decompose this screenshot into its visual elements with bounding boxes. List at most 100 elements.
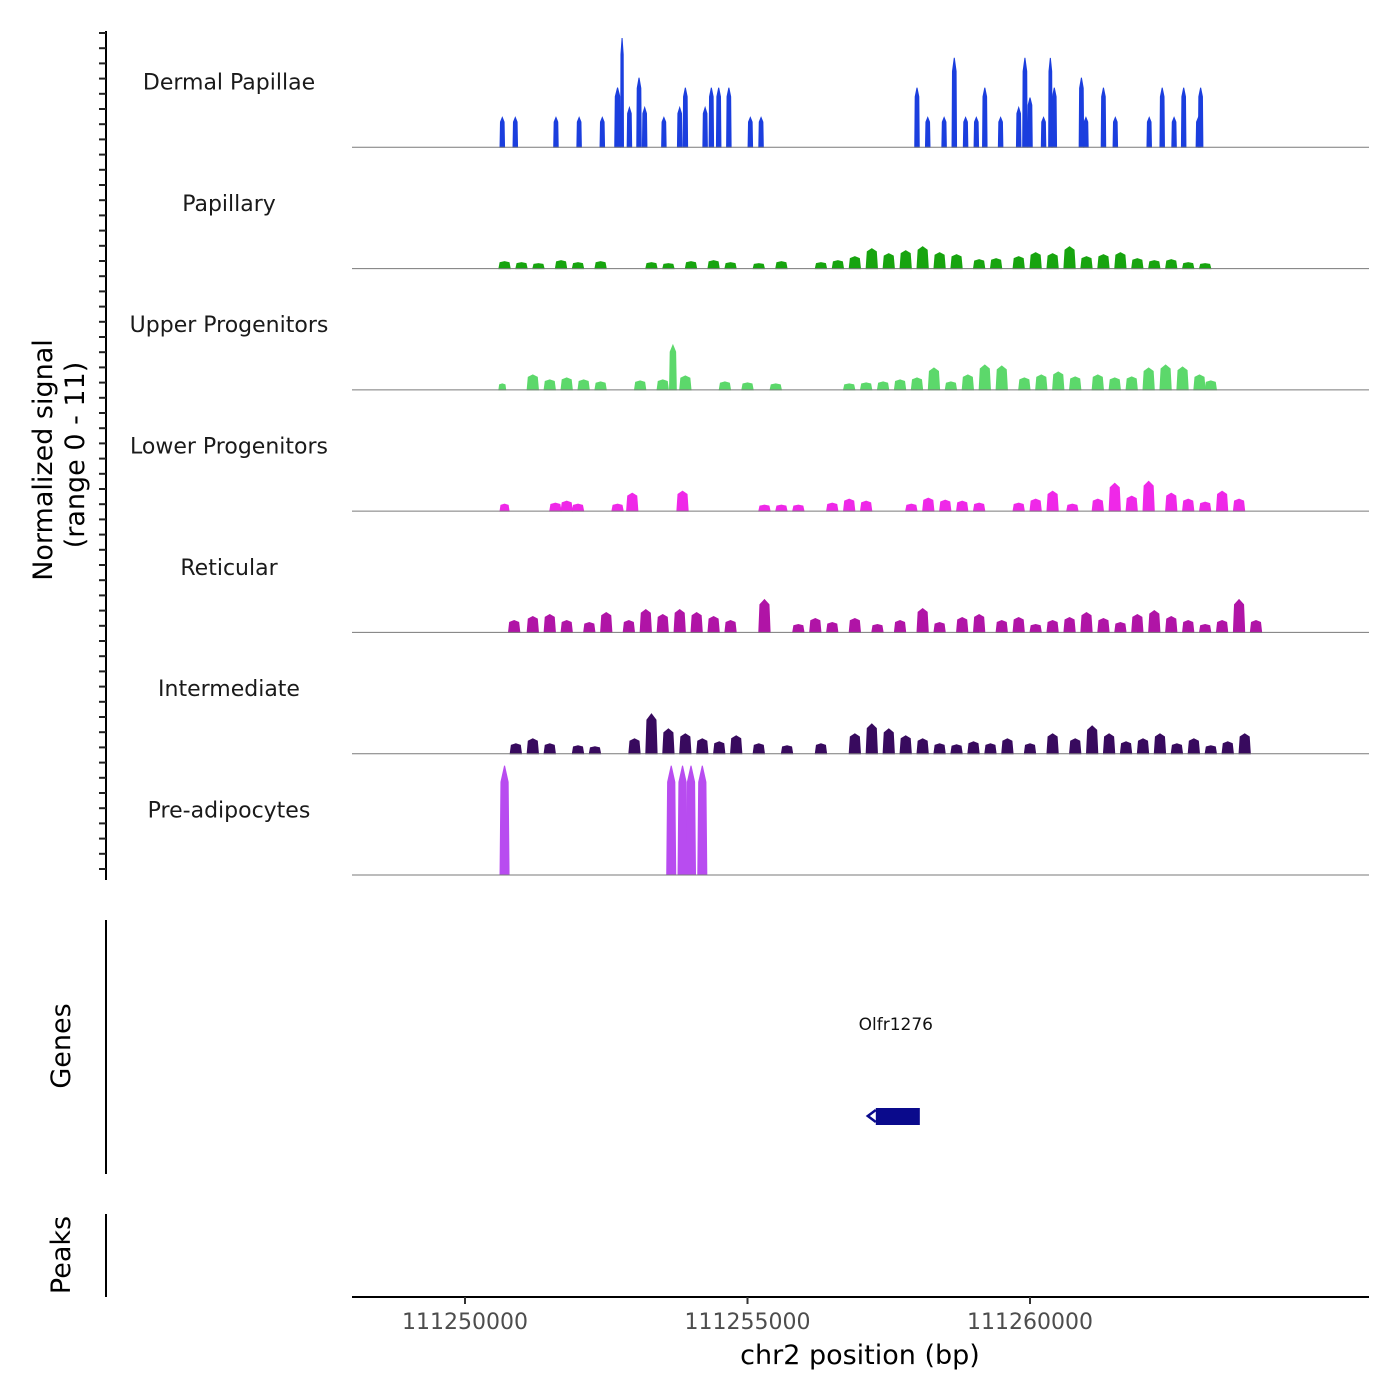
signal-peak bbox=[1238, 733, 1251, 755]
signal-peak bbox=[1048, 57, 1053, 148]
signal-peak bbox=[620, 37, 624, 148]
signal-peak bbox=[842, 383, 856, 391]
signal-peak bbox=[982, 87, 988, 148]
signal-peak bbox=[588, 746, 602, 755]
signal-peak bbox=[571, 503, 585, 512]
track-5: Intermediate bbox=[158, 677, 1369, 755]
signal-peak bbox=[656, 379, 669, 391]
signal-peak bbox=[560, 619, 573, 633]
signal-peak bbox=[941, 116, 947, 148]
signal-peak bbox=[1114, 621, 1127, 633]
signal-peak bbox=[707, 260, 720, 270]
signal-peak bbox=[626, 105, 633, 148]
signal-peak bbox=[571, 262, 585, 270]
signal-peak bbox=[933, 621, 946, 633]
signal-peak bbox=[809, 617, 822, 633]
x-axis-title: chr2 position (bp) bbox=[740, 1340, 980, 1371]
track-1: Papillary bbox=[182, 192, 1369, 270]
signal-peak bbox=[1085, 725, 1099, 755]
signal-peak bbox=[752, 743, 766, 755]
signal-peak bbox=[1181, 262, 1195, 270]
signal-peak bbox=[950, 254, 963, 270]
signal-peak bbox=[972, 259, 986, 270]
track-label: Intermediate bbox=[158, 677, 300, 702]
signal-peak bbox=[1063, 616, 1076, 633]
signal-peak bbox=[1046, 619, 1059, 633]
signal-peak bbox=[752, 263, 766, 270]
signal-peak bbox=[1142, 480, 1155, 512]
signal-peak bbox=[718, 381, 732, 391]
signal-peak bbox=[792, 623, 805, 633]
signal-peak bbox=[1148, 260, 1161, 270]
signal-peak bbox=[679, 375, 692, 391]
track-label: Reticular bbox=[180, 556, 278, 581]
signal-peak bbox=[677, 765, 688, 876]
signal-peak bbox=[526, 374, 539, 391]
signal-peak bbox=[814, 743, 828, 755]
signal-peak bbox=[792, 504, 805, 512]
signal-peak bbox=[916, 607, 929, 633]
signal-peak bbox=[1198, 501, 1212, 512]
signal-peak bbox=[831, 260, 845, 270]
signal-peak bbox=[924, 116, 931, 148]
signal-peak bbox=[842, 498, 856, 512]
signal-peak bbox=[645, 713, 658, 755]
signal-peak bbox=[769, 383, 783, 391]
track-6: Pre-adipocytes bbox=[148, 765, 1369, 876]
signal-peak bbox=[1052, 371, 1065, 391]
signal-peak bbox=[656, 613, 669, 633]
signal-peak bbox=[989, 258, 1003, 270]
signal-peak bbox=[499, 503, 510, 512]
signal-peak bbox=[515, 262, 528, 270]
signal-peak bbox=[1080, 256, 1093, 270]
signal-peak bbox=[576, 116, 582, 148]
x-tick-label: 111250000 bbox=[402, 1310, 528, 1335]
signal-peak bbox=[622, 619, 636, 633]
signal-peak bbox=[715, 87, 722, 148]
signal-peak bbox=[876, 381, 890, 391]
signal-peak bbox=[1146, 116, 1152, 148]
signal-peak bbox=[1051, 87, 1058, 148]
signal-peak bbox=[549, 502, 562, 512]
signal-peak bbox=[973, 116, 980, 148]
signal-peak bbox=[1153, 733, 1167, 755]
signal-peak bbox=[859, 500, 873, 512]
signal-peak bbox=[1170, 743, 1184, 755]
signal-peak bbox=[1204, 745, 1218, 755]
signal-peak bbox=[560, 377, 573, 391]
signal-peak bbox=[1097, 254, 1110, 270]
signal-peak bbox=[1068, 376, 1082, 391]
signal-peak bbox=[614, 87, 621, 148]
signal-peak bbox=[499, 765, 510, 876]
signal-peak bbox=[950, 744, 963, 755]
signal-peak bbox=[1232, 498, 1246, 512]
signal-peak bbox=[1159, 87, 1165, 148]
y-axis-title-line2: (range 0 - 11) bbox=[60, 362, 91, 549]
signal-peak bbox=[1029, 498, 1042, 512]
signal-peak bbox=[1100, 87, 1107, 148]
signal-peak bbox=[708, 87, 715, 148]
signal-peak bbox=[676, 105, 683, 148]
signal-peak bbox=[922, 497, 935, 512]
signal-peak bbox=[1001, 738, 1014, 755]
genes-panel: Olfr1276 bbox=[859, 1015, 933, 1125]
signal-peak bbox=[905, 503, 918, 512]
signal-peak bbox=[713, 741, 726, 755]
signal-peak bbox=[543, 379, 556, 391]
signal-peak bbox=[577, 379, 590, 391]
signal-peak bbox=[509, 743, 523, 755]
signal-peak bbox=[682, 87, 689, 148]
signal-peak bbox=[594, 381, 607, 391]
track-label: Upper Progenitors bbox=[130, 313, 329, 338]
track-0: Dermal Papillae bbox=[143, 37, 1369, 148]
signal-peak bbox=[661, 116, 667, 148]
gene-body bbox=[875, 1108, 920, 1125]
signal-peak bbox=[933, 252, 946, 270]
signal-peak bbox=[1159, 364, 1172, 391]
signal-peak bbox=[633, 380, 647, 391]
signal-peak bbox=[1215, 619, 1229, 633]
signal-peak bbox=[933, 743, 946, 755]
signal-peak bbox=[1108, 482, 1121, 512]
signal-peak bbox=[626, 492, 639, 512]
x-tick-label: 111260000 bbox=[967, 1310, 1093, 1335]
